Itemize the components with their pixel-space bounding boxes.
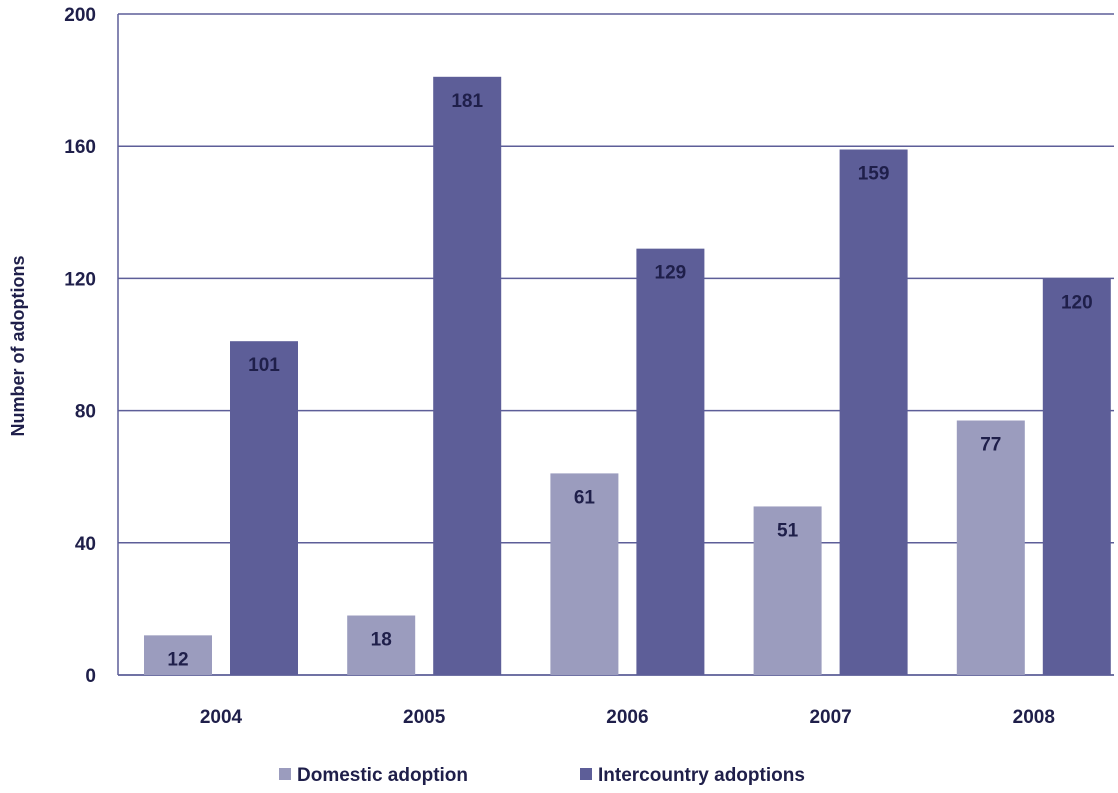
bar-intercountry-2006 xyxy=(636,248,705,675)
data-label: 61 xyxy=(574,487,596,508)
legend-label: Domestic adoption xyxy=(297,765,468,786)
y-axis-ticks: 0 40 80 120 160 200 xyxy=(64,5,96,687)
legend-swatch xyxy=(279,768,291,780)
y-tick-label: 80 xyxy=(75,402,96,423)
data-label: 129 xyxy=(655,263,687,284)
bar-domestic-2008 xyxy=(956,420,1025,675)
y-tick-label: 40 xyxy=(75,534,96,555)
x-tick-label: 2005 xyxy=(403,707,446,728)
legend-label: Intercountry adoptions xyxy=(598,765,805,786)
x-axis-ticks: 2004 2005 2006 2007 2008 xyxy=(200,707,1055,728)
data-label: 120 xyxy=(1061,292,1093,313)
y-tick-label: 160 xyxy=(64,137,96,158)
legend-swatch xyxy=(580,768,592,780)
y-tick-label: 120 xyxy=(64,269,96,290)
bar-domestic-2007 xyxy=(753,506,822,675)
bar-intercountry-2005 xyxy=(433,76,502,676)
x-tick-label: 2006 xyxy=(606,707,648,728)
data-label: 12 xyxy=(167,649,188,670)
x-tick-label: 2007 xyxy=(809,707,851,728)
legend: Domestic adoption Intercountry adoptions xyxy=(279,765,805,786)
bar-domestic-2006 xyxy=(550,473,619,675)
x-tick-label: 2004 xyxy=(200,707,243,728)
x-tick-label: 2008 xyxy=(1013,707,1055,728)
y-axis-label: Number of adoptions xyxy=(8,256,28,437)
bar-intercountry-2007 xyxy=(839,149,908,675)
data-labels: 12 101 18 181 61 129 51 159 77 120 xyxy=(167,91,1092,671)
data-label: 51 xyxy=(777,520,799,541)
bars xyxy=(144,76,1111,676)
y-tick-label: 200 xyxy=(64,5,96,26)
data-label: 181 xyxy=(451,91,483,112)
data-label: 77 xyxy=(980,435,1001,456)
bar-intercountry-2004 xyxy=(230,341,298,675)
y-tick-label: 0 xyxy=(85,666,96,687)
data-label: 18 xyxy=(371,630,392,651)
bar-domestic-2004 xyxy=(144,635,212,675)
data-label: 159 xyxy=(858,164,890,185)
bar-domestic-2005 xyxy=(347,615,416,675)
bar-intercountry-2008 xyxy=(1042,278,1111,675)
data-label: 101 xyxy=(248,355,280,376)
